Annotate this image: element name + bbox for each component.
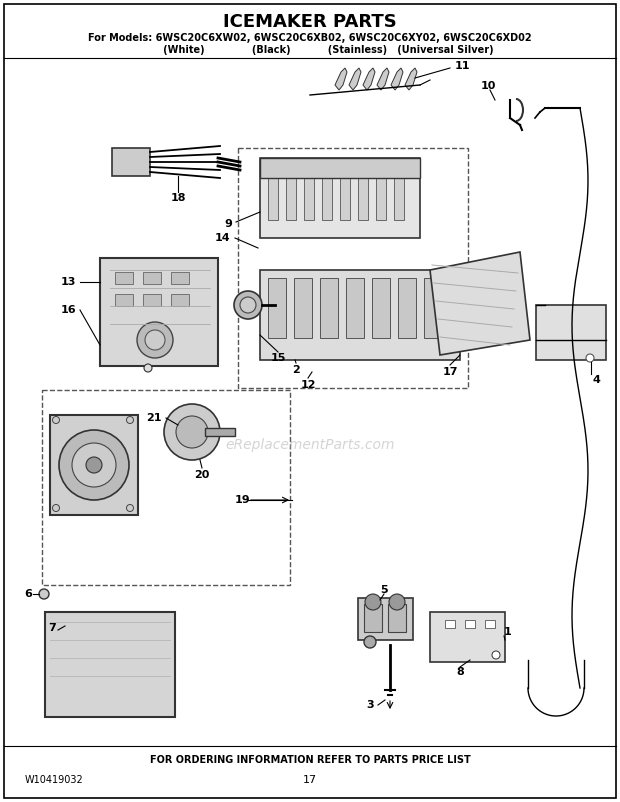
Bar (171, 272, 189, 284)
Bar (536, 305, 606, 360)
Circle shape (53, 504, 60, 512)
Bar (143, 294, 161, 306)
Text: 14: 14 (215, 233, 230, 243)
Bar (322, 165, 332, 220)
Circle shape (137, 322, 173, 358)
Text: For Models: 6WSC20C6XW02, 6WSC20C6XB02, 6WSC20C6XY02, 6WSC20C6XD02: For Models: 6WSC20C6XW02, 6WSC20C6XB02, … (88, 33, 532, 43)
Bar (320, 278, 338, 338)
Bar (445, 620, 455, 628)
Text: 15: 15 (270, 353, 286, 363)
Text: 17: 17 (303, 775, 317, 785)
Bar (485, 620, 495, 628)
Bar (143, 272, 161, 284)
Bar (465, 620, 475, 628)
Text: 4: 4 (592, 375, 600, 385)
Bar (115, 272, 133, 284)
Circle shape (365, 594, 381, 610)
Bar (358, 165, 368, 220)
Bar (346, 278, 364, 338)
Bar (260, 270, 460, 360)
Bar (115, 294, 133, 306)
Text: 18: 18 (170, 193, 186, 203)
Text: (White)              (Black)           (Stainless)   (Universal Silver): (White) (Black) (Stainless) (Universal S… (126, 45, 494, 55)
Text: W10419032: W10419032 (25, 775, 84, 785)
Circle shape (126, 416, 133, 423)
Circle shape (126, 504, 133, 512)
Bar (304, 165, 314, 220)
Circle shape (53, 416, 60, 423)
Text: 16: 16 (60, 305, 76, 315)
Bar (286, 165, 296, 220)
Polygon shape (430, 252, 530, 355)
Text: 3: 3 (366, 700, 374, 710)
Bar (398, 278, 416, 338)
Text: ICEMAKER PARTS: ICEMAKER PARTS (223, 13, 397, 31)
Circle shape (164, 404, 220, 460)
Text: 21: 21 (146, 413, 162, 423)
Text: 9: 9 (224, 219, 232, 229)
Text: 17: 17 (442, 367, 458, 377)
Circle shape (240, 297, 256, 313)
Bar (424, 278, 442, 338)
Bar (100, 258, 218, 366)
Circle shape (145, 330, 165, 350)
Text: 10: 10 (480, 81, 495, 91)
Circle shape (364, 636, 376, 648)
Text: FOR ORDERING INFORMATION REFER TO PARTS PRICE LIST: FOR ORDERING INFORMATION REFER TO PARTS … (149, 755, 471, 765)
Bar (268, 165, 278, 220)
Bar (430, 612, 505, 662)
Bar (205, 428, 235, 436)
Bar (364, 604, 382, 632)
Bar (112, 148, 150, 176)
Bar (50, 415, 138, 515)
Text: 11: 11 (455, 61, 471, 71)
Circle shape (144, 364, 152, 372)
Bar (340, 165, 350, 220)
Bar (238, 148, 468, 388)
Text: 5: 5 (380, 585, 388, 595)
Circle shape (86, 457, 102, 473)
Text: 1: 1 (504, 627, 512, 637)
Text: 13: 13 (61, 277, 76, 287)
Circle shape (389, 594, 405, 610)
Bar (294, 278, 312, 338)
Text: 19: 19 (234, 495, 250, 505)
Polygon shape (405, 68, 417, 90)
Text: 6: 6 (24, 589, 32, 599)
Circle shape (234, 291, 262, 319)
Text: 20: 20 (194, 470, 210, 480)
Text: 12: 12 (300, 380, 316, 390)
Bar (42, 390, 290, 585)
Circle shape (492, 651, 500, 659)
Polygon shape (335, 68, 347, 90)
Polygon shape (391, 68, 403, 90)
Polygon shape (349, 68, 361, 90)
Text: 8: 8 (456, 667, 464, 677)
Polygon shape (363, 68, 375, 90)
Bar (388, 604, 406, 632)
Bar (171, 294, 189, 306)
Circle shape (176, 416, 208, 448)
Text: eReplacementParts.com: eReplacementParts.com (225, 438, 395, 452)
Circle shape (39, 589, 49, 599)
Bar (260, 158, 420, 178)
Bar (394, 165, 404, 220)
Bar (45, 612, 175, 717)
Bar (268, 278, 286, 338)
Circle shape (72, 443, 116, 487)
Bar (260, 158, 420, 238)
Circle shape (586, 354, 594, 362)
Polygon shape (377, 68, 389, 90)
Circle shape (59, 430, 129, 500)
Text: 7: 7 (48, 623, 56, 633)
Bar (372, 278, 390, 338)
Bar (376, 165, 386, 220)
Text: 2: 2 (292, 365, 300, 375)
Bar (358, 598, 413, 640)
